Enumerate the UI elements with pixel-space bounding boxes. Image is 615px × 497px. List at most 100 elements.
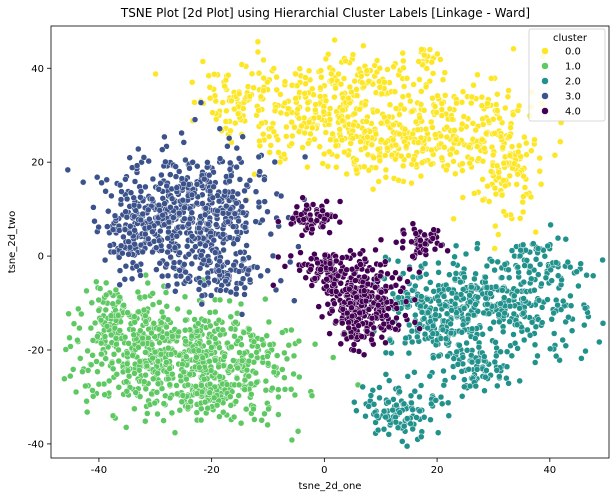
data-point (69, 366, 77, 373)
data-point (359, 383, 366, 391)
data-point (238, 357, 246, 365)
data-point (392, 105, 400, 112)
data-point (117, 242, 125, 250)
data-point (506, 152, 514, 159)
data-point (183, 375, 190, 383)
data-point (163, 182, 170, 190)
data-point (295, 243, 302, 250)
data-point (284, 105, 292, 112)
data-point (125, 238, 132, 245)
data-point (91, 217, 98, 225)
data-point (528, 275, 535, 283)
data-point (381, 78, 388, 86)
data-point (559, 297, 567, 305)
data-point (349, 51, 357, 58)
data-point (408, 238, 415, 246)
data-point (401, 105, 408, 113)
data-point (182, 156, 189, 164)
data-point (312, 106, 319, 114)
data-point (188, 260, 196, 268)
data-point (429, 235, 437, 242)
data-point (111, 212, 119, 220)
data-point (234, 190, 242, 198)
data-point (345, 324, 352, 332)
data-point (215, 363, 222, 371)
data-point (412, 282, 419, 290)
data-point (484, 100, 491, 107)
data-point (424, 295, 431, 303)
data-point (444, 399, 452, 407)
data-point (472, 382, 480, 390)
data-point (89, 352, 96, 359)
data-point (168, 195, 176, 202)
data-point (212, 221, 220, 228)
data-point (171, 244, 179, 251)
data-point (483, 284, 491, 291)
data-point (428, 58, 436, 66)
data-point (448, 289, 456, 297)
data-point (409, 220, 417, 227)
data-point (364, 133, 371, 141)
data-point (479, 136, 486, 144)
data-point (131, 178, 139, 185)
x-tick-label: -20 (203, 465, 219, 476)
data-point (435, 352, 443, 360)
data-point (318, 74, 325, 81)
data-point (511, 339, 519, 347)
data-point (453, 348, 460, 356)
data-point (250, 338, 258, 346)
data-point (447, 151, 454, 158)
data-point (235, 155, 243, 162)
data-point (107, 312, 115, 319)
data-point (287, 252, 295, 260)
data-point (567, 302, 575, 309)
data-point (273, 86, 280, 94)
data-point (374, 107, 381, 115)
data-point (259, 130, 267, 138)
data-point (438, 400, 446, 408)
data-point (243, 242, 250, 249)
data-point (159, 334, 166, 341)
data-point (370, 154, 377, 161)
data-point (458, 368, 466, 375)
data-point (431, 245, 439, 253)
data-point (373, 57, 381, 64)
data-point (186, 165, 193, 172)
data-point (503, 363, 511, 370)
data-point (120, 233, 127, 241)
data-point (409, 130, 416, 138)
data-point (416, 268, 423, 276)
data-point (139, 210, 146, 218)
data-point (240, 329, 248, 336)
data-point (417, 172, 425, 180)
data-point (346, 285, 353, 293)
data-point (352, 277, 359, 284)
data-point (382, 339, 389, 347)
data-point (163, 359, 170, 366)
data-point (516, 252, 524, 260)
data-point (573, 268, 580, 275)
data-point (139, 334, 146, 342)
data-point (582, 347, 589, 355)
data-point (551, 151, 559, 159)
data-point (361, 273, 368, 281)
data-point (228, 97, 235, 105)
data-point (466, 298, 474, 306)
data-point (96, 285, 104, 292)
data-point (201, 175, 208, 183)
data-point (180, 368, 188, 376)
data-point (333, 153, 341, 160)
data-point (363, 118, 370, 125)
data-point (283, 355, 291, 363)
data-point (217, 287, 224, 294)
series-2.0 (351, 221, 607, 450)
data-point (135, 308, 142, 316)
data-point (317, 67, 325, 74)
data-point (228, 343, 235, 351)
data-point (437, 393, 445, 401)
data-point (304, 163, 311, 171)
data-point (350, 121, 357, 129)
data-point (300, 216, 307, 223)
data-point (172, 163, 179, 170)
data-point (323, 198, 330, 205)
